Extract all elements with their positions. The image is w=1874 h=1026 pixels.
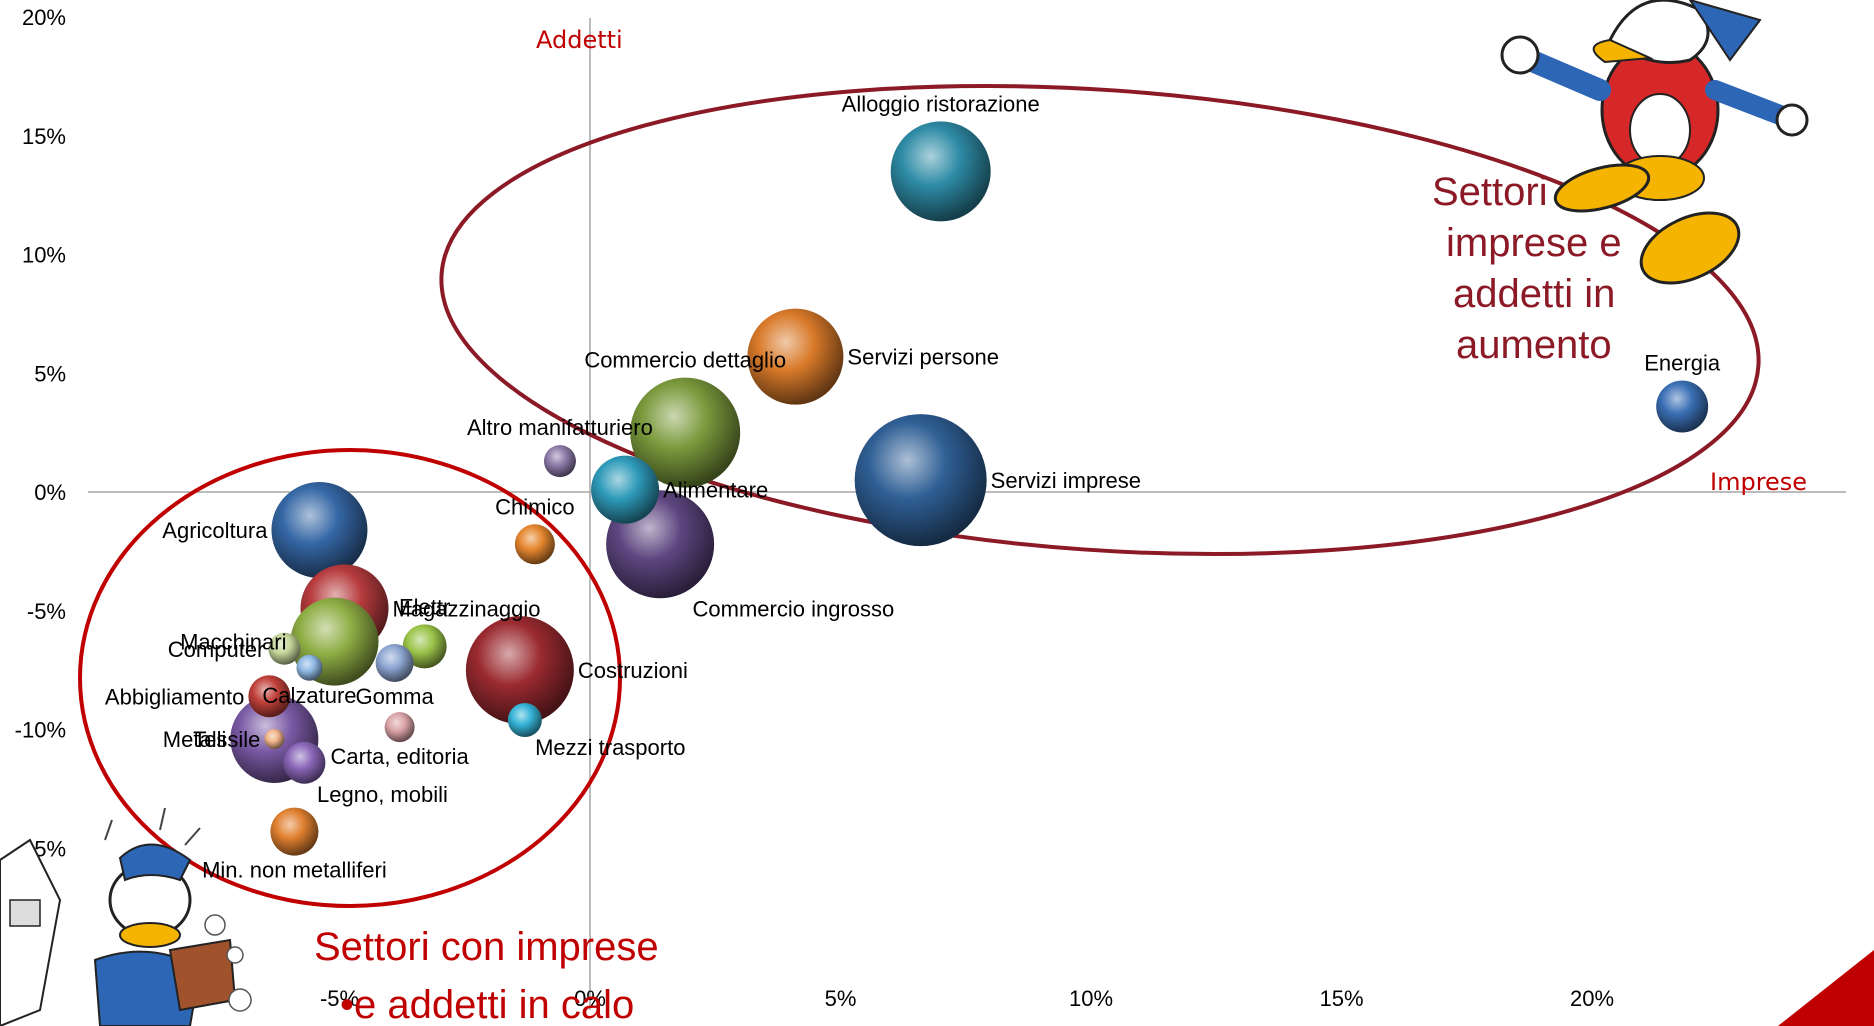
x-tick-label: 15% — [1319, 986, 1363, 1011]
y-axis-title: Addetti — [536, 26, 623, 54]
bubble — [854, 414, 987, 547]
bubble — [402, 624, 447, 669]
bubble — [271, 482, 368, 578]
bubble-label: Alloggio ristorazione — [842, 91, 1040, 116]
bubble-label: Abbigliamento — [105, 684, 244, 709]
growth-callout-line-2: imprese e — [1446, 221, 1622, 265]
bubble-series — [230, 121, 1709, 856]
growth-callout-line-1: Settori — [1432, 170, 1548, 214]
decline-callout-line-1: Settori con imprese — [314, 925, 659, 969]
bubble — [384, 712, 415, 743]
decline-callout-line-2: •e addetti in calo — [340, 983, 634, 1026]
duck-illustration-bottom-left — [0, 807, 252, 1026]
bubble-label: Mezzi trasporto — [535, 735, 685, 760]
bubble-label: Min. non metalliferi — [202, 858, 387, 883]
bubble-label: Energia — [1644, 351, 1721, 376]
bubble — [1656, 380, 1709, 433]
bubble — [268, 632, 301, 665]
bubble-label: Carta, editoria — [331, 744, 470, 769]
y-tick-label: 10% — [22, 243, 66, 268]
bubble-label: Alimentare — [663, 478, 768, 503]
y-tick-label: -5% — [27, 599, 66, 624]
bubble-label: Metalli — [163, 727, 227, 752]
bubble — [890, 121, 991, 222]
bubble — [465, 616, 574, 725]
x-tick-label: 10% — [1069, 986, 1113, 1011]
bubble-label: Chimico — [495, 494, 574, 519]
corner-decoration — [1778, 950, 1874, 1026]
bubble-label: Calzature — [262, 683, 356, 708]
bubble-label: Legno, mobili — [317, 782, 448, 807]
y-tick-label: -10% — [15, 718, 66, 743]
bubble — [543, 445, 576, 478]
bubble-label: Macchinari — [180, 630, 286, 655]
growth-callout: Settori imprese e addetti in aumento — [1432, 170, 1622, 367]
bubble-label: Costruzioni — [578, 658, 688, 683]
bubble-label: Commercio dettaglio — [584, 348, 786, 373]
bubble — [747, 308, 844, 405]
bubble-label: Tessile — [193, 727, 260, 752]
bubble — [591, 455, 660, 524]
bubble — [514, 524, 555, 565]
bubble — [270, 807, 319, 856]
bubble — [630, 377, 741, 488]
y-tick-label: 5% — [34, 361, 66, 386]
growth-callout-line-3: addetti in — [1453, 272, 1615, 316]
growth-sector-ellipse — [439, 83, 1761, 557]
x-tick-label: 5% — [825, 986, 857, 1011]
bubble — [248, 675, 291, 718]
y-tick-label: 15% — [22, 124, 66, 149]
bubble — [375, 644, 414, 682]
bubble — [296, 654, 323, 681]
bubble-label: Magazzinaggio — [393, 596, 541, 621]
bubble-label: Commercio ingrosso — [693, 596, 895, 621]
bubble-label: Elettr — [399, 594, 450, 619]
bubble — [507, 703, 542, 737]
y-tick-label: 0% — [34, 480, 66, 505]
growth-callout-line-4: aumento — [1456, 323, 1612, 367]
bubble-label: Agricoltura — [162, 518, 268, 543]
bubble-label: Servizi persone — [847, 345, 999, 370]
x-tick-label: 0% — [574, 986, 606, 1011]
x-tick-label: 20% — [1570, 986, 1614, 1011]
decline-sector-ellipse — [78, 448, 622, 908]
duck-illustration-top-right — [1500, 0, 1809, 285]
bubble-label: Servizi imprese — [991, 468, 1141, 493]
bubble-label-group: Alloggio ristorazione Servizi persone Comm… — [105, 91, 1721, 882]
bubble — [283, 741, 326, 784]
y-tick-label: 20% — [22, 5, 66, 30]
x-tick-label: -5% — [320, 986, 359, 1011]
y-tick-labels: 20%15%10%5%0%-5%-10%-15% — [15, 5, 66, 861]
decline-callout: Settori con imprese •e addetti in calo — [314, 925, 659, 1026]
bubble-label: Computer — [168, 637, 265, 662]
bubble-label: Altro manifatturiero — [467, 415, 653, 440]
bubble — [264, 729, 285, 749]
x-axis-title: Imprese — [1710, 468, 1807, 496]
bubble-label: Gomma — [355, 684, 434, 709]
